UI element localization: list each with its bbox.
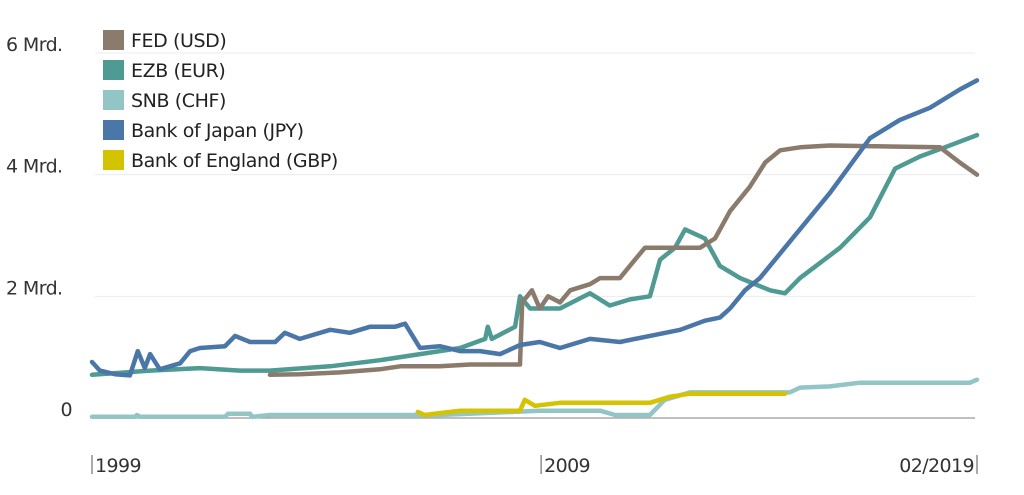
y-tick-label: 2 Mrd.: [6, 277, 63, 299]
x-tick-label: 02/2019: [899, 455, 974, 477]
legend-label: Bank of Japan (JPY): [131, 120, 304, 142]
legend-swatch: [103, 30, 124, 50]
series-lines: [89, 78, 980, 420]
gridlines: [95, 52, 975, 419]
legend: FED (USD) EZB (EUR) SNB (CHF) Bank of Japan…: [103, 30, 338, 172]
legend-swatch: [103, 90, 124, 110]
y-tick-label: 0: [61, 399, 73, 421]
x-tick-label: 2009: [544, 455, 590, 477]
legend-swatch: [103, 60, 124, 80]
legend-label: SNB (CHF): [131, 90, 226, 112]
legend-label: EZB (EUR): [131, 60, 225, 82]
series-line-2: [89, 377, 980, 420]
x-axis: 1999 2009 02/2019: [91, 455, 978, 477]
series-line-4: [415, 391, 788, 418]
series-line-3: [89, 78, 980, 378]
series-line-0: [267, 143, 980, 378]
series-line-1: [89, 132, 980, 378]
legend-swatch: [103, 120, 124, 140]
legend-swatch: [103, 150, 124, 170]
legend-label: Bank of England (GBP): [131, 150, 338, 172]
y-tick-label: 4 Mrd.: [6, 156, 63, 178]
legend-label: FED (USD): [131, 30, 226, 52]
y-tick-label: 6 Mrd.: [6, 34, 63, 56]
y-axis: 0 2 Mrd. 4 Mrd. 6 Mrd.: [6, 34, 73, 421]
x-tick-label: 1999: [95, 455, 141, 477]
